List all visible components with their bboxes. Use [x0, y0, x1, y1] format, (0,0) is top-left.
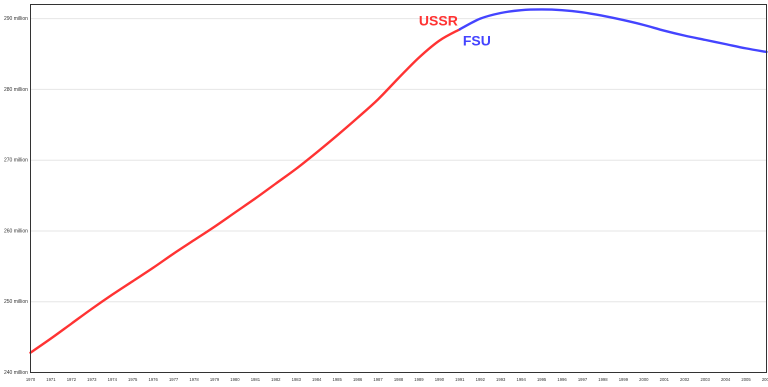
- x-tick-label: 2006: [762, 377, 768, 382]
- plot-frame: [30, 4, 767, 373]
- x-tick-label: 2000: [639, 377, 649, 382]
- x-tick-label: 1976: [149, 377, 159, 382]
- series-labels: USSR FSU: [419, 12, 491, 48]
- y-tick-label: 270 million: [4, 158, 28, 164]
- x-tick-label: 1984: [312, 377, 322, 382]
- x-tick-label: 1971: [46, 377, 56, 382]
- x-tick-label: 1986: [353, 377, 363, 382]
- x-tick-label: 1988: [394, 377, 404, 382]
- x-tick-label: 1979: [210, 377, 220, 382]
- x-tick-label: 1983: [292, 377, 302, 382]
- x-tick-label: 1993: [496, 377, 506, 382]
- x-tick-label: 1980: [230, 377, 240, 382]
- x-tick-label: 1972: [67, 377, 77, 382]
- x-tick-label: 1999: [619, 377, 629, 382]
- x-tick-label: 1996: [557, 377, 567, 382]
- y-tick-label: 260 million: [4, 228, 28, 234]
- x-tick-label: 1987: [373, 377, 383, 382]
- x-tick-label: 2002: [680, 377, 690, 382]
- x-tick-label: 1994: [517, 377, 527, 382]
- x-tick-label: 1992: [476, 377, 486, 382]
- series-label-fsu: FSU: [463, 32, 491, 48]
- x-tick-label: 1997: [578, 377, 588, 382]
- y-tick-label: 280 million: [4, 87, 28, 93]
- y-axis: 290 million 280 million 270 million 260 mil…: [4, 16, 28, 376]
- x-axis: 1970 1971 1972 1973 1974 1975 1976 1977 1978 1979…: [26, 377, 768, 382]
- x-tick-label: 1985: [333, 377, 343, 382]
- x-tick-label: 1990: [435, 377, 445, 382]
- series-label-ussr: USSR: [419, 12, 458, 28]
- x-tick-label: 1977: [169, 377, 179, 382]
- series-line-fsu: [458, 8, 768, 54]
- x-tick-label: 1974: [108, 377, 118, 382]
- y-tick-label: 240 million: [4, 370, 28, 376]
- x-tick-label: 2004: [721, 377, 731, 382]
- x-tick-label: 1970: [26, 377, 36, 382]
- y-tick-label: 290 million: [4, 16, 28, 22]
- x-tick-label: 1998: [598, 377, 608, 382]
- x-tick-label: 1975: [128, 377, 138, 382]
- series-line-ussr: [29, 28, 462, 354]
- x-tick-label: 1991: [455, 377, 465, 382]
- x-tick-label: 1982: [271, 377, 281, 382]
- x-tick-label: 1981: [251, 377, 261, 382]
- y-tick-label: 250 million: [4, 299, 28, 305]
- x-tick-label: 1973: [87, 377, 97, 382]
- x-tick-label: 2001: [660, 377, 670, 382]
- x-tick-label: 1995: [537, 377, 547, 382]
- x-tick-label: 2005: [741, 377, 751, 382]
- x-tick-label: 1978: [189, 377, 199, 382]
- series-lines: [29, 8, 768, 354]
- x-tick-label: 2003: [701, 377, 711, 382]
- x-tick-label: 1989: [414, 377, 424, 382]
